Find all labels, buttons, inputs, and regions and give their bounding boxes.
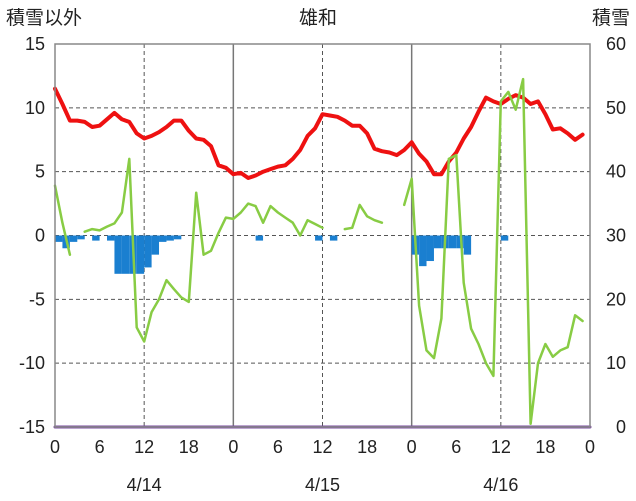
chart-title: 雄和 — [299, 7, 337, 29]
x-tick-label: 12 — [491, 437, 511, 457]
bar-blue — [448, 235, 457, 249]
left-tick-label: 5 — [35, 162, 45, 182]
left-tick-label: -10 — [19, 353, 45, 373]
plot-frame — [54, 43, 591, 428]
x-tick-label: 18 — [179, 437, 199, 457]
plot-border — [54, 43, 591, 428]
right-tick-label: 0 — [616, 417, 626, 437]
bar-blue — [426, 235, 434, 262]
bar-blue — [173, 235, 182, 240]
x-tick-label: 12 — [134, 437, 154, 457]
right-tick-label: 10 — [606, 353, 626, 373]
x-tick-label: 12 — [312, 437, 332, 457]
right-tick-label: 50 — [606, 98, 626, 118]
bar-blue — [144, 235, 152, 268]
bar-blue — [136, 235, 145, 274]
line-green — [53, 77, 584, 426]
bar-blue — [151, 235, 160, 255]
x-tick-label: 0 — [407, 437, 417, 457]
left-tick-label: -15 — [19, 417, 45, 437]
bar-blue — [433, 235, 442, 249]
left-tick-label: 0 — [35, 226, 45, 246]
bar-blue — [329, 235, 338, 241]
left-tick-label: 15 — [25, 34, 45, 54]
x-tick-label: 18 — [357, 437, 377, 457]
x-tick-label: 6 — [451, 437, 461, 457]
x-tick-label: 6 — [273, 437, 283, 457]
x-tick-label: 0 — [585, 437, 595, 457]
x-tick-label: 0 — [228, 437, 238, 457]
bar-blue — [107, 235, 115, 241]
date-label: 4/14 — [127, 475, 162, 495]
left-tick-label: -5 — [29, 289, 45, 309]
x-tick-label: 0 — [50, 437, 60, 457]
bar-blue — [121, 235, 130, 274]
left-axis-label: 積雪以外 — [6, 7, 82, 29]
bar-blue — [77, 235, 85, 240]
date-label: 4/15 — [305, 475, 340, 495]
bar-blue — [92, 235, 100, 241]
bar-blue — [255, 235, 264, 241]
bar-blue — [159, 235, 167, 242]
x-tick-label: 6 — [95, 437, 105, 457]
bar-blue — [419, 235, 427, 267]
bar-blue — [69, 235, 78, 242]
line-red — [53, 86, 585, 180]
bar-blue — [166, 235, 174, 241]
x-tick-label: 18 — [535, 437, 555, 457]
bar-blue — [500, 235, 509, 241]
bar-blue — [463, 235, 472, 255]
right-tick-label: 30 — [606, 226, 626, 246]
right-tick-label: 20 — [606, 289, 626, 309]
bar-blue — [456, 235, 464, 249]
date-label: 4/16 — [483, 475, 518, 495]
bar-blue — [55, 235, 63, 242]
right-axis-label: 積雪 — [592, 7, 630, 29]
right-tick-label: 60 — [606, 34, 626, 54]
bar-blue — [315, 235, 323, 241]
right-tick-label: 40 — [606, 162, 626, 182]
left-tick-label: 10 — [25, 98, 45, 118]
bar-blue — [114, 235, 122, 274]
